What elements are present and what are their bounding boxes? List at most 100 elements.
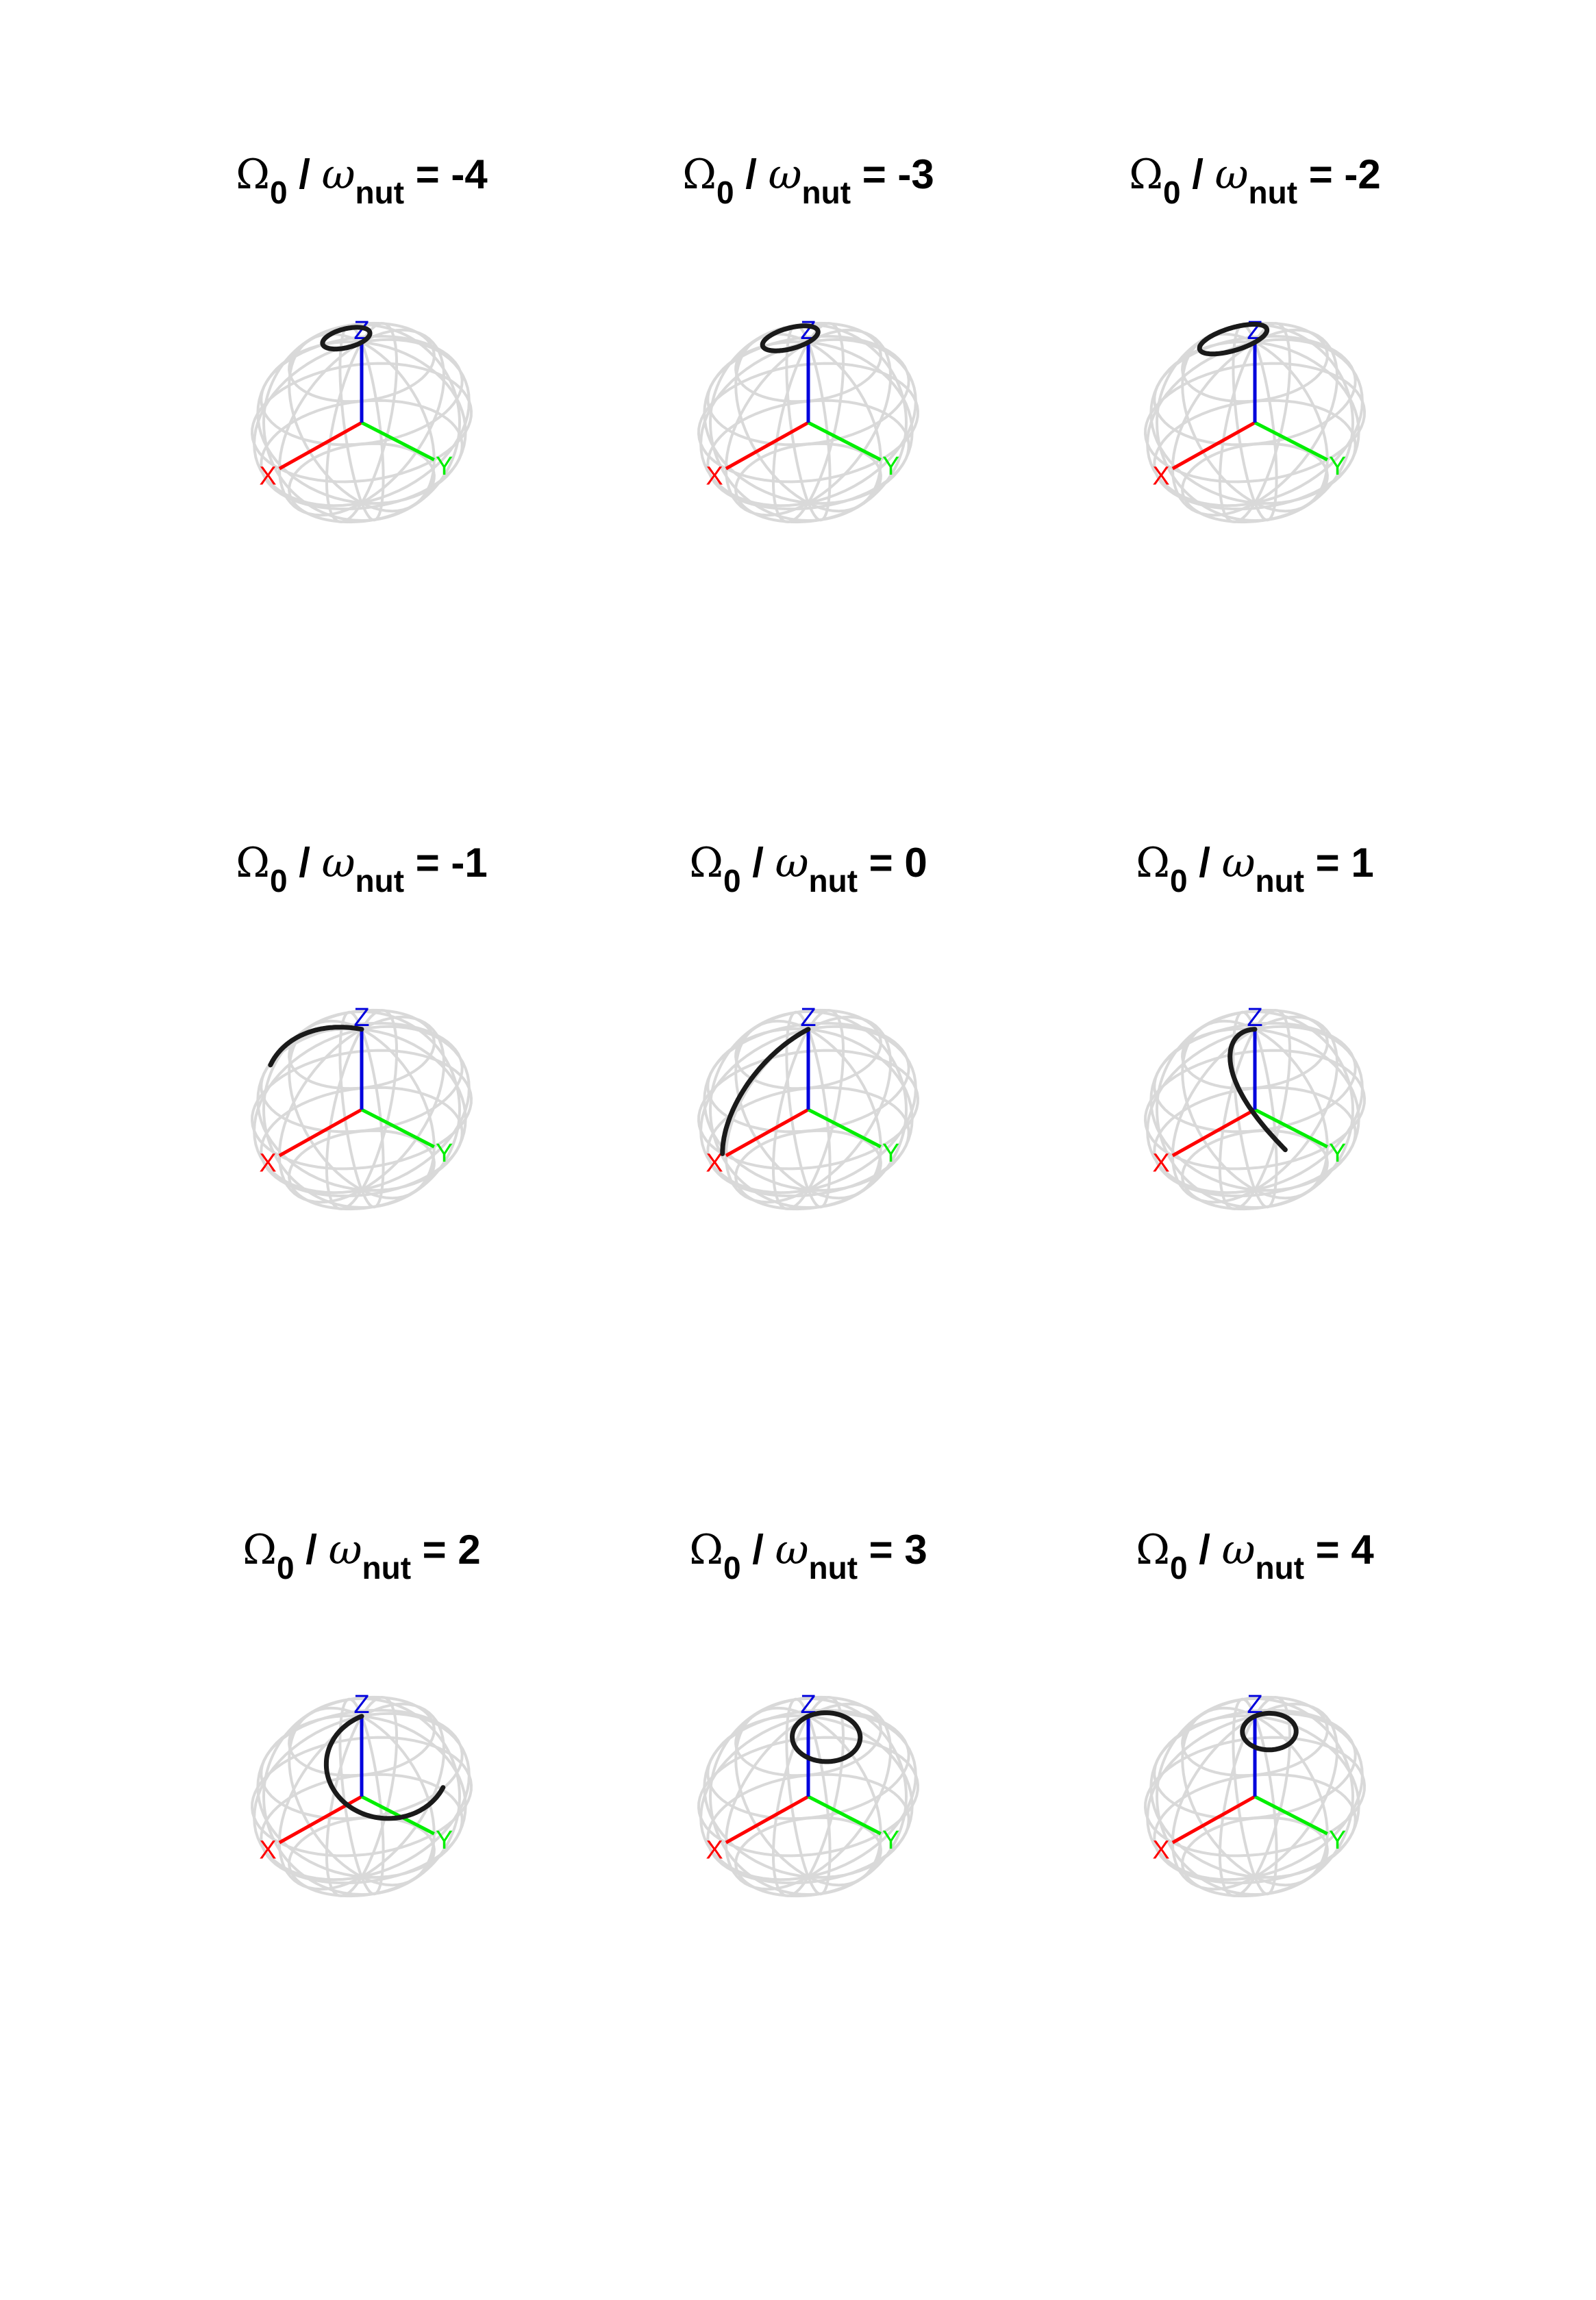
- panel-title: Ω0 / ωnut = -2: [1049, 151, 1460, 209]
- title-omega-symbol: Ω: [1129, 151, 1163, 199]
- magnetization-trajectory: [1197, 322, 1270, 357]
- y-axis-label: Y: [882, 1826, 899, 1855]
- longitude-line: [253, 1025, 471, 1195]
- y-axis-label: Y: [1329, 1826, 1346, 1855]
- longitude-line: [699, 1712, 917, 1882]
- title-ratio-value: -4: [451, 151, 488, 197]
- title-subscript-nut: nut: [801, 175, 851, 210]
- bloch-sphere-5: X YZ: [697, 1003, 920, 1211]
- z-axis-label: Z: [1247, 1003, 1262, 1032]
- longitude-line: [338, 1697, 385, 1896]
- title-separator: /: [734, 151, 769, 197]
- bloch-sphere-9: X Y Z: [1143, 1690, 1367, 1898]
- panel-title: Ω0 / ωnut = -3: [603, 151, 1014, 209]
- longitude-line: [1149, 1027, 1360, 1192]
- title-equals: =: [1304, 840, 1351, 886]
- longitude-line: [1146, 1712, 1364, 1882]
- longitude-line: [785, 1010, 832, 1209]
- x-axis-label: X: [1152, 462, 1169, 491]
- longitude-line: [338, 1010, 385, 1209]
- longitude-line: [771, 321, 845, 524]
- bloch-sphere-6: X Y Z: [1143, 1003, 1367, 1211]
- title-separator: /: [1187, 840, 1222, 886]
- x-axis: [725, 1108, 810, 1158]
- z-axis-label: Z: [1247, 1690, 1262, 1719]
- title-subscript-0: 0: [1169, 863, 1188, 899]
- x-axis: [278, 421, 363, 471]
- longitude-line: [1218, 1695, 1292, 1898]
- longitude-line: [256, 340, 467, 505]
- title-equals: =: [858, 1527, 905, 1573]
- longitude-line: [771, 1695, 845, 1898]
- title-omega-symbol: Ω: [242, 1526, 277, 1574]
- panel-title: Ω0 / ωnut = 2: [156, 1526, 567, 1584]
- panel-title: Ω0 / ωnut = 3: [603, 1527, 1014, 1584]
- x-axis-label: X: [706, 1836, 723, 1865]
- z-axis-label: Z: [800, 1003, 816, 1032]
- sphere-wireframe: [697, 1695, 920, 1898]
- panel-title: Ω0 / ωnut = -4: [156, 151, 567, 209]
- longitude-line: [325, 321, 399, 524]
- title-equals: =: [404, 151, 451, 197]
- title-omega-nut-symbol: ω: [1221, 1526, 1256, 1574]
- panel-title: Ω0 / ωnut = 4: [1049, 1526, 1460, 1584]
- title-ratio-value: 0: [904, 840, 927, 886]
- y-axis-label: Y: [1329, 452, 1346, 481]
- y-axis-label: Y: [436, 452, 453, 481]
- longitude-line: [1146, 338, 1364, 508]
- magnetization-trajectory: [1240, 1710, 1299, 1753]
- y-axis-label: Y: [882, 452, 899, 481]
- longitude-line: [1149, 1714, 1360, 1879]
- y-axis-label: Y: [436, 1139, 453, 1168]
- panel-title: Ω0 / ωnut = 1: [1049, 840, 1460, 897]
- magnetization-trajectory: [268, 1025, 364, 1068]
- title-equals: =: [411, 1527, 458, 1573]
- longitude-line: [277, 1015, 446, 1204]
- magnetization-trajectory: [320, 325, 373, 352]
- title-omega-symbol: Ω: [689, 839, 723, 887]
- title-equals: =: [858, 840, 905, 886]
- longitude-line: [1146, 1025, 1364, 1195]
- z-axis-label: Z: [353, 1690, 369, 1719]
- title-subscript-nut: nut: [355, 175, 405, 210]
- longitude-line: [724, 1702, 893, 1891]
- y-axis: [360, 1795, 435, 1836]
- title-separator: /: [740, 840, 775, 886]
- title-omega-nut-symbol: ω: [1214, 151, 1249, 199]
- sphere-wireframe: [250, 321, 473, 524]
- title-equals: =: [851, 151, 898, 197]
- x-axis-label: X: [1152, 1149, 1169, 1178]
- y-axis: [360, 1108, 435, 1149]
- title-omega-nut-symbol: ω: [321, 839, 356, 887]
- y-axis: [1254, 1795, 1328, 1836]
- y-axis: [807, 1108, 882, 1149]
- y-axis-label: Y: [882, 1139, 899, 1168]
- longitude-line: [1171, 328, 1339, 517]
- x-axis: [725, 421, 810, 471]
- x-axis-label: X: [706, 462, 723, 491]
- title-omega-nut-symbol: ω: [328, 1526, 362, 1574]
- bloch-sphere-7: X Y Z: [250, 1690, 473, 1898]
- bloch-sphere-3: X YZ: [1143, 316, 1367, 524]
- x-axis: [1171, 1108, 1256, 1158]
- title-separator: /: [287, 151, 322, 197]
- longitude-line: [699, 338, 917, 508]
- sphere-wireframe: [697, 1008, 920, 1211]
- longitude-line: [785, 1697, 832, 1896]
- longitude-line: [734, 1706, 882, 1887]
- title-equals: =: [404, 840, 451, 886]
- title-omega-nut-symbol: ω: [321, 151, 356, 199]
- magnetization-trajectory: [760, 323, 821, 353]
- bloch-sphere-1: X YZ: [250, 316, 473, 524]
- longitude-line: [1149, 340, 1360, 505]
- longitude-line: [1232, 1010, 1278, 1209]
- bloch-sphere-4: X Y Z: [250, 1003, 473, 1211]
- panel-title: Ω0 / ωnut = -1: [156, 839, 567, 897]
- title-omega-symbol: Ω: [236, 151, 270, 199]
- title-ratio-value: -3: [897, 151, 934, 197]
- x-axis: [725, 1795, 810, 1845]
- x-axis-label: X: [259, 1149, 276, 1178]
- title-separator: /: [1180, 151, 1215, 197]
- title-ratio-value: -2: [1344, 151, 1381, 197]
